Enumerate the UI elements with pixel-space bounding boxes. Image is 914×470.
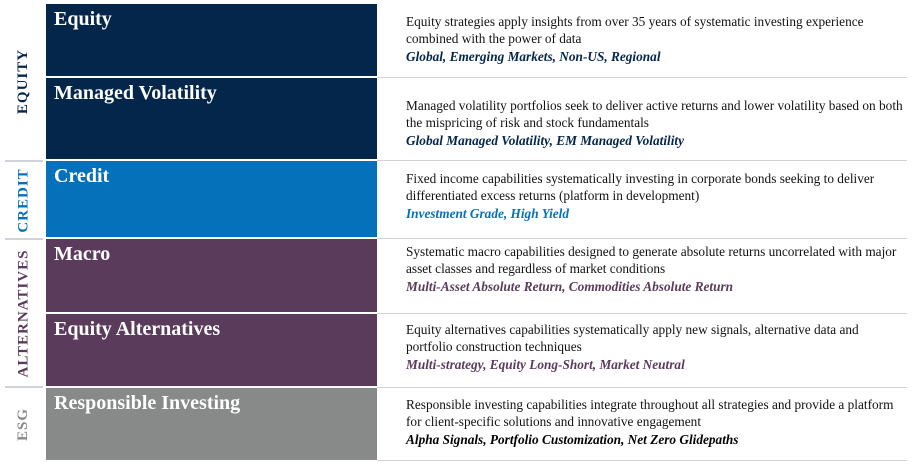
description-text: Systematic macro capabilities designed t… — [406, 244, 897, 276]
strategy-tags: Global Managed Volatility, EM Managed Vo… — [406, 133, 685, 148]
strategy-tags: Global, Emerging Markets, Non-US, Region… — [406, 49, 661, 64]
row-divider — [377, 238, 907, 239]
group-label-credit: CREDIT — [5, 160, 43, 238]
group-label-alternatives: ALTERNATIVES — [5, 238, 43, 386]
strategy-tags: Multi-strategy, Equity Long-Short, Marke… — [406, 357, 685, 372]
row-description-equity-alternatives: Equity alternatives capabilities systema… — [406, 321, 906, 373]
group-label-esg: ESG — [5, 386, 43, 460]
strategy-tags: Alpha Signals, Portfolio Customization, … — [406, 432, 739, 447]
row-title-macro: Macro — [46, 239, 377, 312]
description-text: Equity strategies apply insights from ov… — [406, 14, 864, 46]
row-title-responsible-investing: Responsible Investing — [46, 388, 377, 460]
description-text: Responsible investing capabilities integ… — [406, 397, 894, 429]
description-text: Managed volatility portfolios seek to de… — [406, 98, 903, 130]
row-divider — [377, 77, 907, 78]
group-label-alternatives-text: ALTERNATIVES — [15, 249, 32, 377]
row-title-equity-alternatives: Equity Alternatives — [46, 314, 377, 386]
group-label-esg-text: ESG — [15, 407, 32, 441]
row-divider — [377, 313, 907, 314]
group-label-equity-text: EQUITY — [15, 48, 32, 115]
group-label-equity: EQUITY — [5, 4, 43, 159]
row-description-macro: Systematic macro capabilities designed t… — [406, 243, 906, 295]
description-text: Equity alternatives capabilities systema… — [406, 322, 859, 354]
row-description-credit: Fixed income capabilities systematically… — [406, 170, 906, 222]
row-divider — [377, 387, 907, 388]
row-description-managed-volatility: Managed volatility portfolios seek to de… — [406, 97, 906, 149]
row-divider — [377, 160, 907, 161]
row-description-responsible-investing: Responsible investing capabilities integ… — [406, 396, 906, 448]
row-title-equity: Equity — [46, 4, 377, 76]
strategy-tags: Multi-Asset Absolute Return, Commodities… — [406, 279, 734, 294]
group-label-credit-text: CREDIT — [15, 167, 32, 233]
row-title-credit: Credit — [46, 161, 377, 237]
row-divider — [377, 460, 907, 461]
row-title-managed-volatility: Managed Volatility — [46, 78, 377, 159]
description-text: Fixed income capabilities systematically… — [406, 171, 875, 203]
row-description-equity: Equity strategies apply insights from ov… — [406, 13, 906, 65]
strategy-tags: Investment Grade, High Yield — [406, 206, 570, 221]
